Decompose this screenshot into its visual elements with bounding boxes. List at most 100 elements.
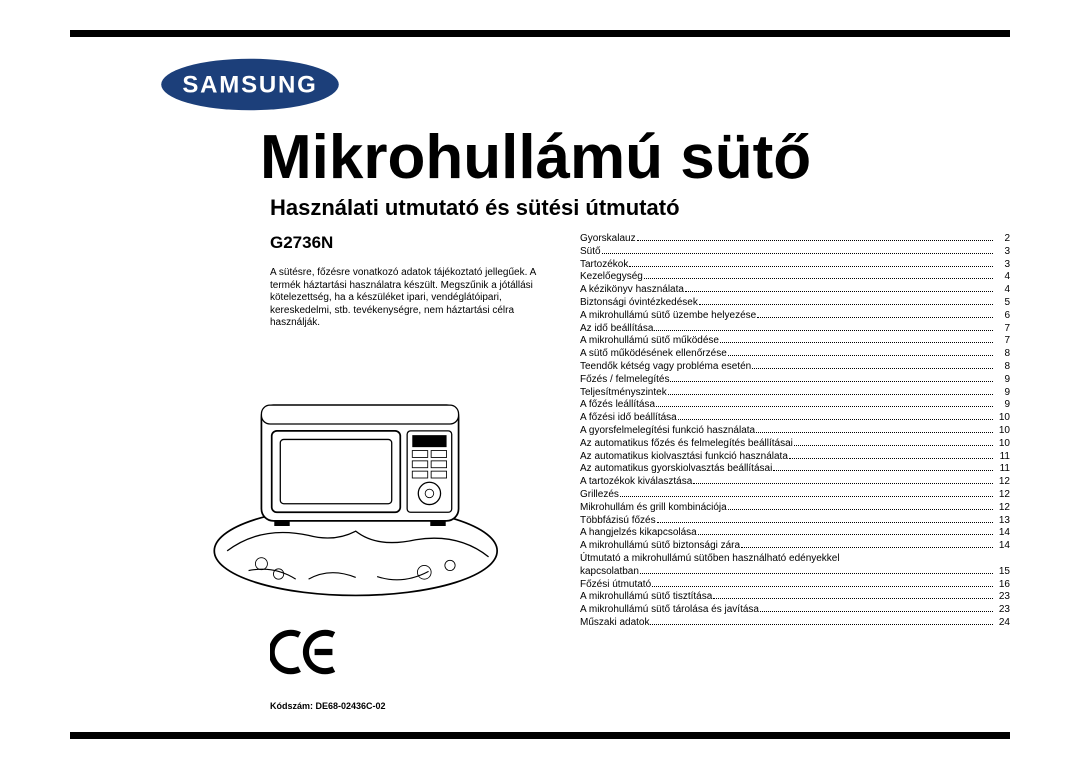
toc-page-number: 10 xyxy=(996,438,1010,451)
toc-page-number: 12 xyxy=(996,489,1010,502)
toc-page-number: 23 xyxy=(996,604,1010,617)
toc-label: A gyorsfelmelegítési funkció használata xyxy=(580,425,755,438)
bottom-rule xyxy=(70,732,1010,739)
toc-page-number: 3 xyxy=(996,246,1010,259)
toc-row: A sütő működésének ellenőrzése8 xyxy=(580,348,1010,361)
toc-row: Sütő 3 xyxy=(580,246,1010,259)
toc-label: Gyorskalauz xyxy=(580,233,636,246)
toc-leader-dots xyxy=(728,509,993,510)
toc-page-number: 11 xyxy=(996,463,1010,476)
toc-leader-dots xyxy=(693,483,993,484)
toc-leader-dots xyxy=(713,598,993,599)
toc-row: A főzési idő beállítása10 xyxy=(580,412,1010,425)
toc-page-number: 16 xyxy=(996,579,1010,592)
toc-row: Az automatikus kiolvasztási funkció hasz… xyxy=(580,451,1010,464)
toc-row: Műszaki adatok24 xyxy=(580,617,1010,630)
toc-row: Mikrohullám és grill kombinációja12 xyxy=(580,502,1010,515)
main-title: Mikrohullámú sütő xyxy=(260,122,1010,193)
model-number: G2736N xyxy=(270,233,560,253)
toc-leader-dots xyxy=(657,522,993,523)
toc-leader-dots xyxy=(698,534,993,535)
toc-leader-dots xyxy=(650,624,993,625)
toc-leader-dots xyxy=(644,278,993,279)
toc-page-number: 10 xyxy=(996,412,1010,425)
subtitle: Használati utmutató és sütési útmutató xyxy=(270,195,1010,221)
toc-leader-dots xyxy=(629,266,993,267)
toc-page-number: 6 xyxy=(996,310,1010,323)
toc-page-number: 14 xyxy=(996,540,1010,553)
toc-row: A tartozékok kiválasztása 12 xyxy=(580,476,1010,489)
toc-label: A főzés leállítása xyxy=(580,399,655,412)
toc-page-number: 9 xyxy=(996,387,1010,400)
toc-row: Főzés / felmelegítés 9 xyxy=(580,374,1010,387)
toc-leader-dots xyxy=(699,304,993,305)
content-columns: G2736N A sütésre, főzésre vonatkozó adat… xyxy=(270,233,1010,711)
toc-row: kapcsolatban15 xyxy=(580,566,1010,579)
toc-leader-dots xyxy=(773,470,993,471)
toc-leader-dots xyxy=(602,253,993,254)
right-column: Gyorskalauz2Sütő3Tartozékok3Kezelőegység… xyxy=(580,233,1010,711)
toc-label: A kézikönyv használata xyxy=(580,284,684,297)
toc-label: A hangjelzés kikapcsolása xyxy=(580,527,697,540)
toc-leader-dots xyxy=(752,368,993,369)
logo-text: SAMSUNG xyxy=(182,71,317,98)
toc-label: Az automatikus kiolvasztási funkció hasz… xyxy=(580,451,788,464)
toc-page-number: 2 xyxy=(996,233,1010,246)
toc-leader-dots xyxy=(678,419,993,420)
toc-label: Teendők kétség vagy probléma esetén xyxy=(580,361,751,374)
top-rule xyxy=(70,30,1010,37)
toc-page-number: 7 xyxy=(996,335,1010,348)
toc-label: Többfázisú főzés xyxy=(580,515,656,528)
samsung-logo: SAMSUNG xyxy=(160,57,340,112)
toc-row: Útmutató a mikrohullámú sütőben használh… xyxy=(580,553,1010,566)
toc-leader-dots xyxy=(637,240,993,241)
toc-label: Az automatikus főzés és felmelegítés beá… xyxy=(580,438,793,451)
ce-mark-icon xyxy=(270,628,340,676)
toc-row: A hangjelzés kikapcsolása14 xyxy=(580,527,1010,540)
toc-row: A mikrohullámú sütő működése 7 xyxy=(580,335,1010,348)
toc-row: A mikrohullámú sütő üzembe helyezése6 xyxy=(580,310,1010,323)
toc-label: A mikrohullámú sütő tisztítása xyxy=(580,591,712,604)
toc-row: A mikrohullámú sütő biztonsági zára 14 xyxy=(580,540,1010,553)
toc-page-number: 8 xyxy=(996,348,1010,361)
toc-page-number: 5 xyxy=(996,297,1010,310)
toc-page-number: 23 xyxy=(996,591,1010,604)
toc-row: Többfázisú főzés13 xyxy=(580,515,1010,528)
toc-leader-dots xyxy=(620,496,993,497)
toc-label: Grillezés xyxy=(580,489,619,502)
toc-page-number: 24 xyxy=(996,617,1010,630)
table-of-contents: Gyorskalauz2Sütő3Tartozékok3Kezelőegység… xyxy=(580,233,1010,630)
toc-leader-dots xyxy=(640,573,993,574)
toc-leader-dots xyxy=(656,406,993,407)
toc-label: A mikrohullámú sütő működése xyxy=(580,335,719,348)
toc-label: Az idő beállítása xyxy=(580,323,653,336)
toc-row: Az automatikus főzés és felmelegítés beá… xyxy=(580,438,1010,451)
manual-cover-page: SAMSUNG Mikrohullámú sütő Használati utm… xyxy=(0,0,1080,763)
toc-label: A mikrohullámú sütő tárolása és javítása xyxy=(580,604,759,617)
toc-label: Sütő xyxy=(580,246,601,259)
left-column: G2736N A sütésre, főzésre vonatkozó adat… xyxy=(270,233,580,711)
toc-page-number: 4 xyxy=(996,271,1010,284)
toc-page-number: 10 xyxy=(996,425,1010,438)
toc-row: A mikrohullámú sütő tisztítása 23 xyxy=(580,591,1010,604)
toc-page-number: 12 xyxy=(996,502,1010,515)
toc-row: Az automatikus gyorskiolvasztás beállítá… xyxy=(580,463,1010,476)
toc-page-number: 8 xyxy=(996,361,1010,374)
toc-row: A kézikönyv használata4 xyxy=(580,284,1010,297)
toc-label: Főzés / felmelegítés xyxy=(580,374,669,387)
toc-leader-dots xyxy=(670,381,993,382)
toc-row: Teljesítményszintek9 xyxy=(580,387,1010,400)
toc-leader-dots xyxy=(789,458,993,459)
toc-label: A tartozékok kiválasztása xyxy=(580,476,692,489)
toc-row: Gyorskalauz 2 xyxy=(580,233,1010,246)
document-code: Kódszám: DE68-02436C-02 xyxy=(270,701,560,711)
toc-page-number: 15 xyxy=(996,566,1010,579)
toc-leader-dots xyxy=(654,330,993,331)
disclaimer-text: A sütésre, főzésre vonatkozó adatok tájé… xyxy=(270,267,560,330)
toc-label: A mikrohullámú sütő biztonsági zára xyxy=(580,540,740,553)
toc-leader-dots xyxy=(741,547,993,548)
toc-page-number: 12 xyxy=(996,476,1010,489)
toc-label: Biztonsági óvintézkedések xyxy=(580,297,698,310)
toc-page-number: 9 xyxy=(996,374,1010,387)
toc-leader-dots xyxy=(728,355,993,356)
